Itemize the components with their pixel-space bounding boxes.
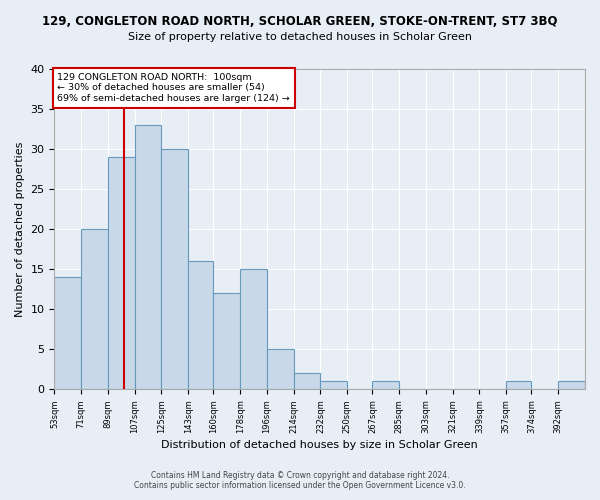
Bar [214,294,240,390]
Bar [55,278,81,390]
Text: Contains HM Land Registry data © Crown copyright and database right 2024.
Contai: Contains HM Land Registry data © Crown c… [134,470,466,490]
Bar [108,157,134,390]
Bar [320,382,347,390]
Text: Size of property relative to detached houses in Scholar Green: Size of property relative to detached ho… [128,32,472,42]
Y-axis label: Number of detached properties: Number of detached properties [15,142,25,317]
Bar [161,149,188,390]
Bar [267,350,293,390]
Bar [558,382,585,390]
Bar [81,229,108,390]
Bar [240,270,267,390]
Bar [293,374,320,390]
Text: 129, CONGLETON ROAD NORTH, SCHOLAR GREEN, STOKE-ON-TRENT, ST7 3BQ: 129, CONGLETON ROAD NORTH, SCHOLAR GREEN… [42,15,558,28]
Text: 129 CONGLETON ROAD NORTH:  100sqm
← 30% of detached houses are smaller (54)
69% : 129 CONGLETON ROAD NORTH: 100sqm ← 30% o… [58,73,290,103]
Bar [134,125,161,390]
Bar [506,382,532,390]
Bar [188,262,214,390]
X-axis label: Distribution of detached houses by size in Scholar Green: Distribution of detached houses by size … [161,440,478,450]
Bar [373,382,399,390]
